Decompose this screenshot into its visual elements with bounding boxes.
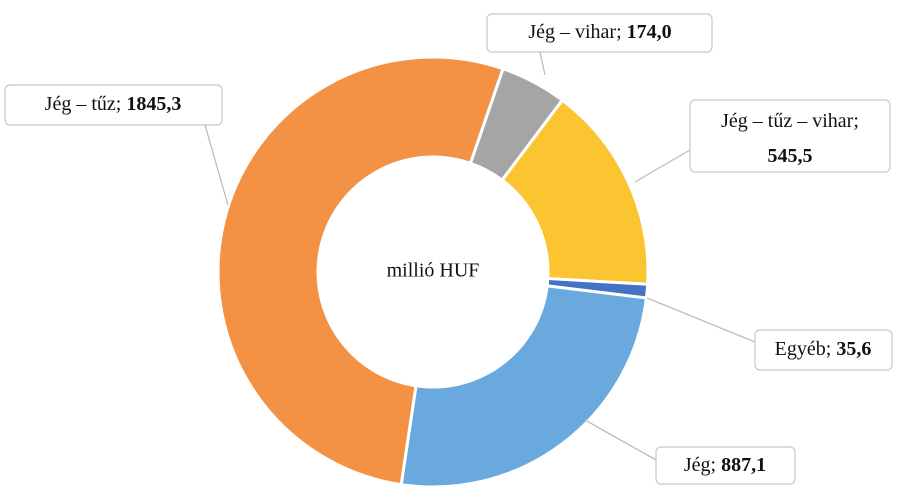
data-label: Jég – tűz; 1845,3 — [45, 93, 182, 115]
leader-line — [646, 297, 756, 343]
leader-line — [584, 419, 657, 461]
label-box — [486, 13, 713, 53]
label-value: 1845,3 — [126, 93, 181, 115]
label-separator: ; — [826, 338, 837, 360]
label-separator: ; — [616, 21, 627, 43]
data-label: Egyéb; 35,6 — [775, 338, 872, 360]
label-box — [655, 446, 796, 485]
data-label: Jég – vihar; 174,0 — [528, 21, 671, 43]
label-box — [689, 99, 891, 173]
leader-line — [634, 149, 691, 183]
donut-slice — [399, 284, 649, 487]
label-name: Jég — [684, 454, 711, 476]
donut-slice — [216, 55, 505, 487]
label-value: 35,6 — [836, 338, 871, 360]
donut-slice — [500, 98, 650, 286]
data-label: Jég; 887,1 — [684, 454, 766, 476]
label-value: 174,0 — [627, 21, 672, 43]
data-label: Jég – tűz – vihar; — [721, 110, 859, 132]
label-name: Jég – tűz – vihar — [721, 110, 854, 132]
leader-line — [204, 124, 229, 206]
center-label: millió HUF — [387, 260, 480, 282]
leader-line — [539, 51, 546, 76]
label-separator: ; — [853, 110, 859, 132]
label-box — [754, 329, 893, 371]
label-separator: ; — [711, 454, 722, 476]
label-name: Jég – tűz — [45, 93, 116, 115]
label-name: Jég – vihar — [528, 21, 616, 43]
label-separator: ; — [116, 93, 127, 115]
label-name: Egyéb — [775, 338, 826, 360]
data-label: 545,5 — [768, 145, 813, 167]
label-box — [4, 84, 223, 126]
label-value: 545,5 — [768, 145, 813, 167]
label-value: 887,1 — [721, 454, 766, 476]
